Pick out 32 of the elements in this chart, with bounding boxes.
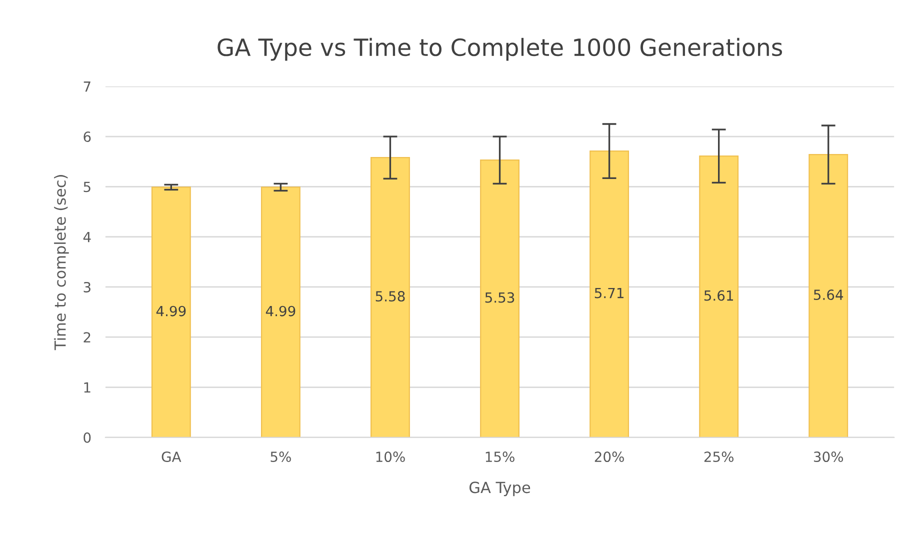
bar <box>370 157 410 438</box>
bar <box>808 154 848 438</box>
y-tick-label: 3 <box>84 282 90 292</box>
bar <box>260 186 300 438</box>
data-label: 4.99 <box>156 306 186 316</box>
chart-title: GA Type vs Time to Complete 1000 Generations <box>218 38 782 61</box>
y-axis-title: Time to complete (sec) <box>54 175 69 350</box>
y-tick-label: 0 <box>84 432 91 443</box>
x-tick-label: 25% <box>704 452 734 462</box>
x-tick-label: GA <box>162 452 182 462</box>
x-tick-label: 30% <box>814 452 844 462</box>
y-tick-label: 7 <box>84 82 90 92</box>
x-tick-label: 20% <box>594 452 624 462</box>
x-tick-label: 10% <box>376 452 405 462</box>
x-tick-label: 15% <box>486 452 514 462</box>
data-label: 5.61 <box>704 290 734 301</box>
data-label: 5.64 <box>814 290 844 300</box>
y-tick-label: 5 <box>84 182 90 192</box>
data-label: 5.71 <box>594 288 624 298</box>
data-label: 5.53 <box>485 292 514 303</box>
bar <box>151 186 191 438</box>
bar <box>590 150 630 438</box>
y-tick-label: 6 <box>84 132 91 142</box>
y-tick-label: 1 <box>84 382 90 393</box>
data-label: 5.58 <box>376 291 405 302</box>
y-tick-label: 2 <box>84 332 90 342</box>
x-tick-label: 5% <box>270 452 291 462</box>
x-axis-title: GA Type <box>470 482 530 496</box>
bar <box>480 160 520 438</box>
bar <box>699 156 739 438</box>
data-label: 4.99 <box>266 306 296 316</box>
y-tick-label: 4 <box>83 232 91 242</box>
